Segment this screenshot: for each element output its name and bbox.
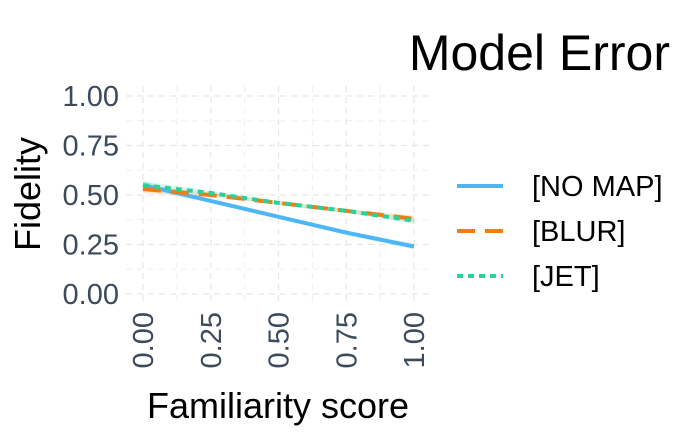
y-axis-ticks: 0.00 0.25 0.50 0.75 1.00: [63, 81, 119, 311]
y-tick-label: 0.50: [63, 180, 119, 212]
x-tick-label: 0.00: [128, 312, 160, 368]
x-tick-label: 0.25: [196, 312, 228, 368]
plot-grid: [126, 86, 430, 304]
y-tick-label: 0.75: [63, 131, 119, 163]
series-lines: [142, 183, 415, 249]
legend-label-2: [JET]: [532, 261, 600, 293]
y-tick-label: 1.00: [63, 81, 119, 113]
x-tick-label: 1.00: [399, 312, 431, 368]
y-tick-label: 0.00: [63, 279, 119, 311]
x-tick-label: 0.50: [264, 312, 296, 368]
x-axis-title: Familiarity score: [147, 385, 409, 426]
x-tick-label: 0.75: [331, 312, 363, 368]
y-axis-title: Fidelity: [7, 137, 48, 251]
y-tick-label: 0.25: [63, 230, 119, 262]
series-line-1: [142, 187, 415, 221]
legend-label-1: [BLUR]: [532, 216, 625, 248]
series-line-2: [142, 183, 415, 223]
chart-title: Model Error: [409, 25, 670, 81]
legend-label-0: [NO MAP]: [532, 171, 663, 203]
series-line-0: [142, 183, 415, 249]
x-axis-ticks: 0.00 0.25 0.50 0.75 1.00: [128, 312, 431, 368]
legend: [NO MAP] [BLUR] [JET]: [457, 171, 663, 293]
